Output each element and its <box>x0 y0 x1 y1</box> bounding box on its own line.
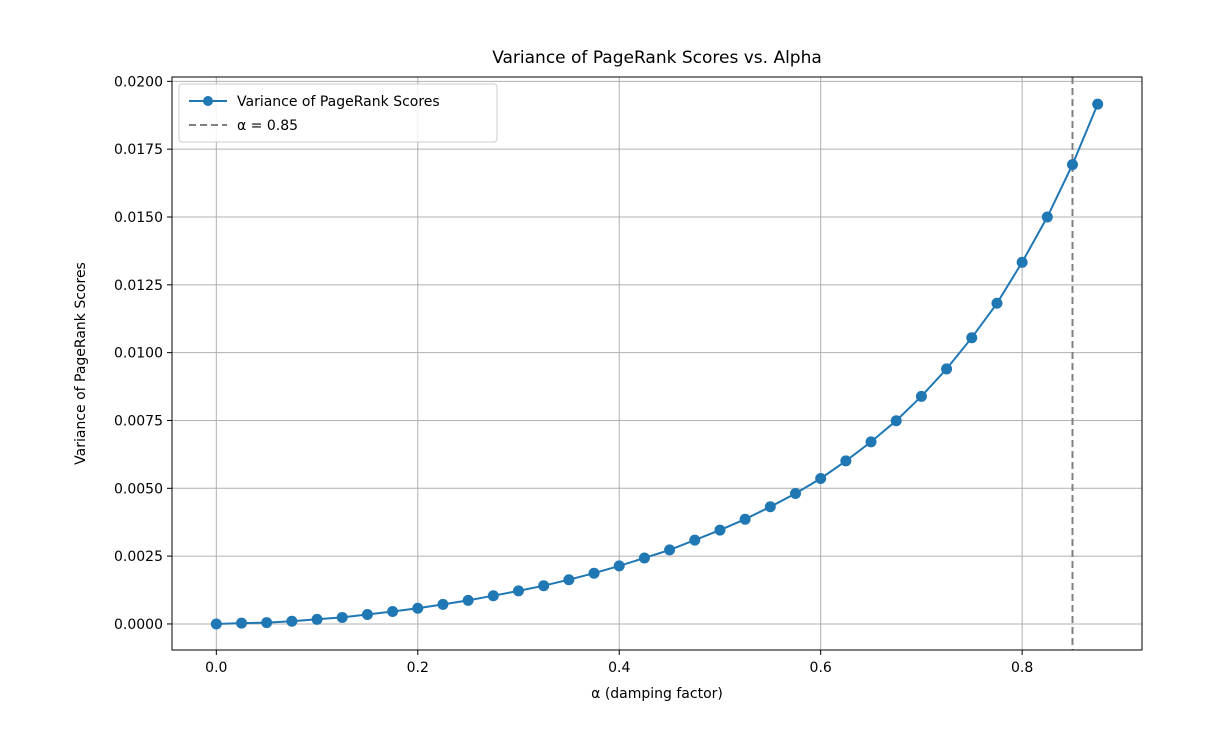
y-axis-label: Variance of PageRank Scores <box>73 262 89 465</box>
legend-series-marker <box>203 96 213 106</box>
y-tick-label: 0.0175 <box>114 142 163 158</box>
y-tick-label: 0.0025 <box>114 549 163 565</box>
data-point <box>739 513 751 525</box>
series-group <box>210 98 1104 630</box>
grid <box>172 77 1142 650</box>
x-axis-label: α (damping factor) <box>591 686 723 702</box>
y-tick-label: 0.0075 <box>114 413 163 429</box>
data-point <box>1066 159 1078 171</box>
data-point <box>336 611 348 623</box>
data-point <box>613 560 625 572</box>
data-point <box>689 534 701 546</box>
y-tick-label: 0.0150 <box>114 210 163 226</box>
data-point <box>236 617 248 629</box>
data-point <box>462 594 474 606</box>
legend-box <box>178 83 498 143</box>
x-tick-label: 0.4 <box>608 660 630 676</box>
y-tick-label: 0.0100 <box>114 346 163 362</box>
chart-title: Variance of PageRank Scores vs. Alpha <box>492 48 822 68</box>
x-tick-label: 0.2 <box>407 660 429 676</box>
data-point <box>840 455 852 467</box>
data-point <box>387 605 399 617</box>
data-point <box>210 618 222 630</box>
legend-reference-label: α = 0.85 <box>237 118 298 134</box>
data-point <box>915 390 927 402</box>
data-point <box>941 363 953 375</box>
data-point <box>714 524 726 536</box>
plot-frame <box>171 76 1143 651</box>
data-point <box>563 574 575 586</box>
legend-series-label: Variance of PageRank Scores <box>237 94 440 110</box>
data-point <box>789 487 801 499</box>
data-point <box>815 473 827 485</box>
data-point <box>286 615 298 627</box>
x-tick-label: 0.6 <box>810 660 832 676</box>
data-point <box>966 332 978 344</box>
y-axis-ticks: 0.0000 0.0025 0.0050 0.0075 0.0100 0.0125 0.01… <box>114 74 172 633</box>
data-point <box>361 608 373 620</box>
data-point <box>538 580 550 592</box>
x-tick-label: 0.0 <box>205 660 227 676</box>
data-point <box>261 617 273 629</box>
x-tick-label: 0.8 <box>1011 660 1033 676</box>
data-point <box>588 567 600 579</box>
y-tick-label: 0.0125 <box>114 278 163 294</box>
data-point <box>638 552 650 564</box>
data-point <box>1016 256 1028 268</box>
data-point <box>412 602 424 614</box>
data-point <box>437 598 449 610</box>
data-point <box>890 415 902 427</box>
data-point <box>1041 211 1053 223</box>
data-point <box>487 590 499 602</box>
data-point <box>991 297 1003 309</box>
y-tick-label: 0.0200 <box>114 74 163 90</box>
data-point <box>311 613 323 625</box>
data-point <box>865 436 877 448</box>
data-point <box>764 501 776 513</box>
data-point <box>1092 98 1104 110</box>
legend: Variance of PageRank Scores α = 0.85 <box>178 83 498 143</box>
x-axis-ticks: 0.0 0.2 0.4 0.6 0.8 <box>205 650 1033 676</box>
data-point <box>664 544 676 556</box>
y-tick-label: 0.0050 <box>114 481 163 497</box>
data-point <box>513 585 525 597</box>
y-tick-label: 0.0000 <box>114 617 163 633</box>
